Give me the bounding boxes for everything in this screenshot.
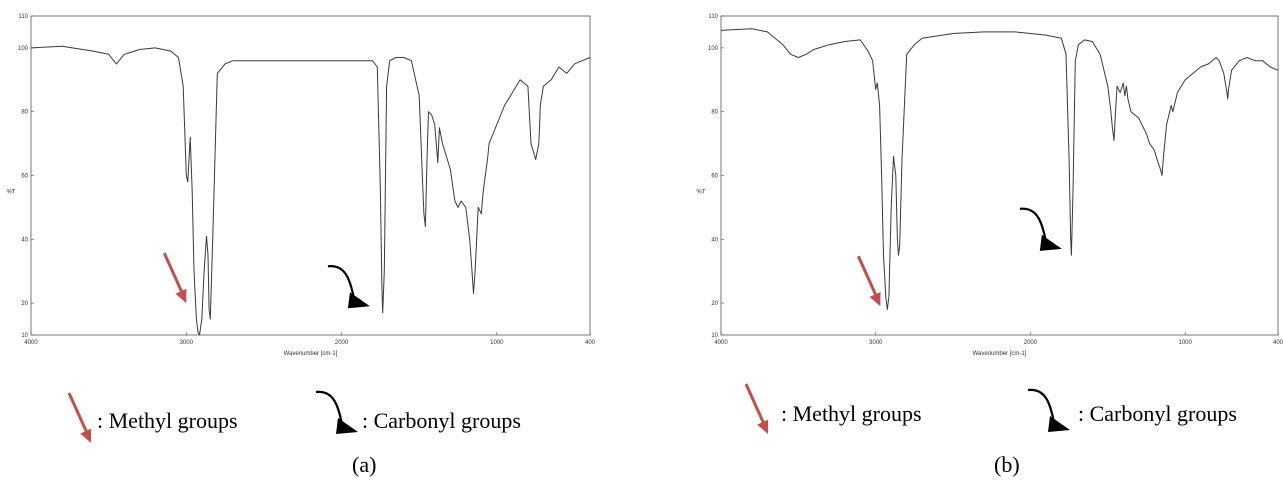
x-axis-label: Wavenumber [cm-1]: [973, 351, 1027, 357]
y-tick-label: 40: [21, 237, 28, 243]
carbonyl-arrow-annotation-head: [347, 292, 370, 309]
caption-a: (a): [352, 452, 377, 477]
legend-carbonyl-label-b: : Carbonyl groups: [1078, 401, 1237, 426]
legend-carbonyl-arrow: [1027, 388, 1070, 432]
methyl-arrow-annotation: [856, 255, 881, 307]
x-tick-label: 400: [585, 340, 596, 346]
legend-methyl-arrow-head: [80, 428, 92, 443]
x-tick-label: 400: [1273, 340, 1283, 346]
x-tick-label: 2000: [335, 340, 349, 346]
y-tick-label: 40: [711, 237, 718, 243]
y-axis-label: %T: [7, 190, 16, 196]
x-tick-label: 4000: [24, 340, 38, 346]
legend-carbonyl-arrow-head: [336, 418, 358, 434]
methyl-arrow-annotation-shaft: [162, 252, 184, 294]
x-tick-label: 2000: [1024, 340, 1038, 346]
x-tick-label: 3000: [869, 340, 883, 346]
ir-spectrum-chart-a: 10 20 40 60 80 100 110 4000 3000 2000 1000 400 Waven…: [7, 14, 596, 443]
legend-methyl-arrow-head: [757, 419, 769, 434]
carbonyl-arrow-annotation-curve: [327, 265, 356, 299]
panel-a: 10 20 40 60 80 100 110 4000 3000 2000 1000 400 Waven…: [0, 0, 641, 482]
spectrum-line: [720, 28, 1279, 310]
y-tick-label: 80: [21, 110, 28, 116]
x-tick-label: 1000: [1178, 340, 1192, 346]
legend-methyl-label-b: : Methyl groups: [781, 401, 922, 426]
y-tick-label: 10: [711, 333, 718, 339]
y-tick-label: 20: [711, 301, 718, 307]
y-tick-label: 10: [21, 333, 28, 339]
legend-methyl-arrow-shaft: [67, 392, 89, 434]
y-tick-label: 60: [711, 174, 718, 180]
methyl-arrow-annotation: [162, 252, 187, 304]
x-tick-label: 3000: [180, 340, 194, 346]
carbonyl-arrow-annotation-head: [1039, 234, 1062, 251]
x-axis-label: Wavenumber [cm-1]: [284, 351, 338, 357]
y-tick-label: 110: [708, 14, 718, 20]
methyl-arrow-annotation-head: [175, 288, 187, 304]
carbonyl-arrow-annotation: [327, 265, 370, 309]
y-tick-label: 100: [708, 46, 719, 52]
legend-methyl-arrow: [744, 383, 769, 434]
methyl-arrow-annotation-shaft: [856, 255, 878, 297]
caption-b: (b): [994, 452, 1020, 477]
legend-carbonyl-arrow-curve: [315, 390, 344, 425]
y-tick-label: 80: [711, 110, 718, 116]
legend-methyl-arrow: [67, 392, 92, 443]
plot-frame: [720, 15, 1279, 336]
legend-carbonyl-label-a: : Carbonyl groups: [362, 408, 521, 433]
legend-carbonyl-arrow-curve: [1027, 388, 1056, 423]
x-tick-label: 1000: [490, 340, 504, 346]
y-axis-label: %T: [697, 190, 706, 196]
ir-spectrum-chart-b: 10 20 40 60 80 100 110 4000 3000 2000 1000 400 Waven…: [697, 14, 1283, 434]
y-tick-label: 100: [18, 46, 29, 52]
plot-frame: [30, 15, 591, 336]
y-tick-label: 60: [21, 174, 28, 180]
spectrum-line: [30, 45, 591, 336]
legend-methyl-arrow-shaft: [744, 383, 766, 425]
panel-b: 10 20 40 60 80 100 110 4000 3000 2000 1000 400 Waven…: [641, 0, 1283, 482]
y-tick-label: 20: [21, 301, 28, 307]
x-tick-label: 4000: [714, 340, 728, 346]
y-tick-label: 110: [18, 14, 28, 20]
legend-carbonyl-arrow: [315, 390, 358, 434]
legend-methyl-label-a: : Methyl groups: [97, 408, 238, 433]
carbonyl-arrow-annotation-curve: [1019, 207, 1047, 242]
methyl-arrow-annotation-head: [869, 291, 881, 307]
legend-carbonyl-arrow-head: [1048, 416, 1070, 432]
carbonyl-arrow-annotation: [1019, 207, 1062, 251]
